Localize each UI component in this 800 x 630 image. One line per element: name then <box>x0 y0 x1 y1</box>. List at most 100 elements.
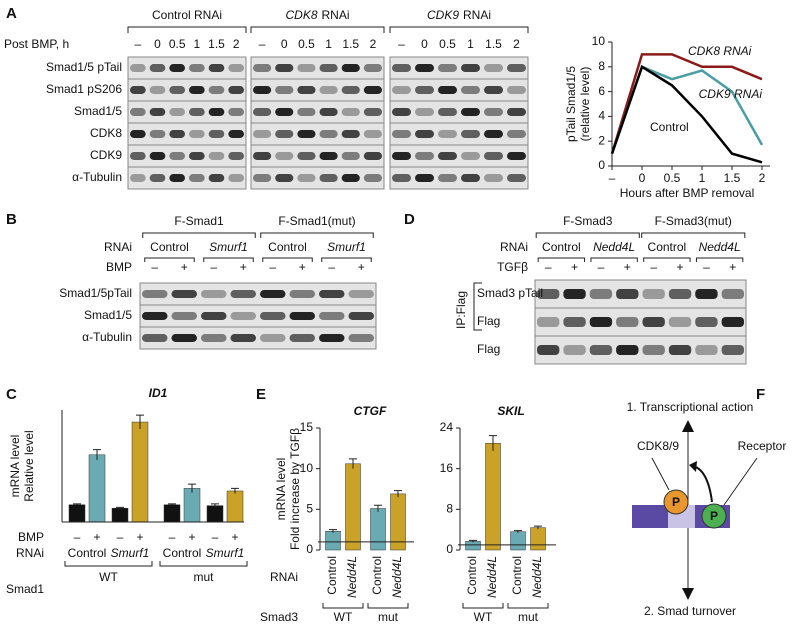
gene: CDK8 <box>285 8 317 22</box>
bracket <box>142 232 256 238</box>
band <box>438 130 457 138</box>
band <box>721 288 744 300</box>
band <box>260 334 286 342</box>
band <box>319 130 338 138</box>
band <box>484 174 503 182</box>
label: + <box>181 260 188 274</box>
band <box>484 108 503 116</box>
band <box>392 108 411 116</box>
band <box>392 174 411 182</box>
band <box>228 174 244 182</box>
label: CTGF <box>354 404 387 418</box>
label: mRNA level <box>274 458 288 521</box>
label: 0 <box>154 37 161 51</box>
bar <box>325 531 341 551</box>
label: 0 <box>306 542 313 556</box>
band <box>297 174 316 182</box>
band <box>208 130 225 138</box>
band <box>319 312 345 320</box>
arrow-head <box>689 461 697 472</box>
bracket <box>64 561 153 567</box>
band <box>616 316 639 328</box>
band <box>297 152 316 160</box>
label: – <box>609 171 616 185</box>
label: + <box>624 260 631 274</box>
band <box>130 108 146 116</box>
band <box>484 64 503 72</box>
error-bar <box>374 504 382 512</box>
band <box>668 316 692 328</box>
band <box>253 108 272 116</box>
bar <box>131 421 149 523</box>
band <box>260 290 286 298</box>
label: 1 <box>325 37 332 51</box>
band <box>668 344 692 356</box>
group-header: CDK8 RNAi <box>285 8 349 22</box>
label: Hours after BMP removal <box>620 186 755 200</box>
bar <box>465 541 481 551</box>
label: TGFβ <box>497 260 528 274</box>
band <box>461 130 480 138</box>
band <box>484 152 503 160</box>
label: Receptor <box>738 439 787 453</box>
bracket <box>262 257 313 262</box>
label: – <box>151 260 158 274</box>
label: – <box>328 260 335 274</box>
band <box>348 334 374 342</box>
band <box>297 130 316 138</box>
label: ID1 <box>149 386 168 400</box>
ip-bracket <box>473 282 482 331</box>
label: E <box>256 386 266 403</box>
band <box>319 108 338 116</box>
bracket <box>159 561 248 567</box>
label: Post BMP, h <box>4 37 69 51</box>
label: Control <box>648 240 687 254</box>
blot-strip <box>127 122 247 146</box>
label: Control <box>650 120 689 134</box>
band <box>642 288 665 300</box>
band <box>348 312 374 320</box>
error-bar <box>329 529 337 533</box>
bracket <box>462 603 504 609</box>
bar <box>485 443 501 551</box>
band <box>169 130 185 138</box>
bracket <box>389 26 529 33</box>
bracket <box>507 603 549 609</box>
label: – <box>398 37 405 51</box>
band <box>297 108 316 116</box>
band <box>415 130 434 138</box>
band <box>253 130 272 138</box>
label: B <box>6 211 17 228</box>
label: RNAi <box>270 570 298 584</box>
label: Control <box>465 556 479 595</box>
band <box>275 86 294 94</box>
label: CDK9 RNAi <box>699 87 763 101</box>
band <box>149 108 166 116</box>
label: P <box>710 509 718 523</box>
label: 6 <box>598 84 605 98</box>
error-bar <box>349 458 357 469</box>
band <box>130 64 146 72</box>
band <box>415 174 434 182</box>
band <box>275 130 294 138</box>
label: pTail Smad1/5 <box>564 66 578 142</box>
label: + <box>136 530 143 544</box>
band <box>668 288 692 300</box>
band <box>392 64 411 72</box>
band <box>589 316 613 328</box>
band <box>341 130 360 138</box>
label: – <box>212 530 219 544</box>
label: + <box>571 260 578 274</box>
label: 1.5 <box>342 37 359 51</box>
label: RNAi <box>500 240 528 254</box>
label: – <box>650 260 657 274</box>
label: α-Tubulin <box>72 170 122 184</box>
band <box>228 152 244 160</box>
group-header: CDK9 RNAi <box>427 8 491 22</box>
bar <box>88 454 106 523</box>
band <box>642 344 665 356</box>
bracket <box>127 26 247 33</box>
label: F <box>756 386 765 403</box>
band <box>201 290 227 298</box>
band <box>289 334 315 342</box>
